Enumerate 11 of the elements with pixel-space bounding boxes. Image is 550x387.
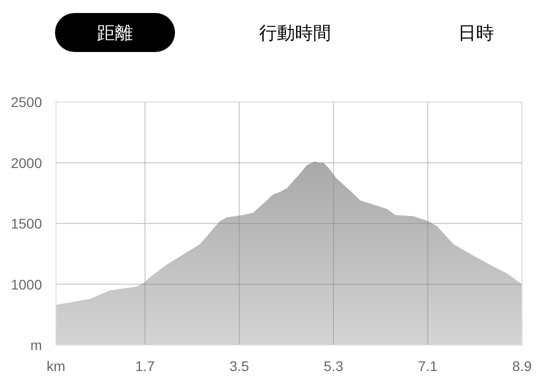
y-tick-label: 2500 (10, 94, 42, 110)
y-tick-label: 1500 (10, 216, 42, 232)
y-tick-label: m (30, 337, 42, 353)
x-tick-label: km (46, 358, 66, 374)
x-tick-label: 7.1 (418, 358, 438, 374)
y-tick-label: 2000 (10, 154, 42, 171)
x-tick-label: 5.3 (324, 358, 344, 374)
x-tick-label: 1.7 (135, 358, 155, 374)
x-tick-label: 3.5 (230, 358, 250, 374)
y-tick-label: 1000 (10, 276, 42, 292)
x-tick-label: 8.9 (512, 358, 532, 374)
